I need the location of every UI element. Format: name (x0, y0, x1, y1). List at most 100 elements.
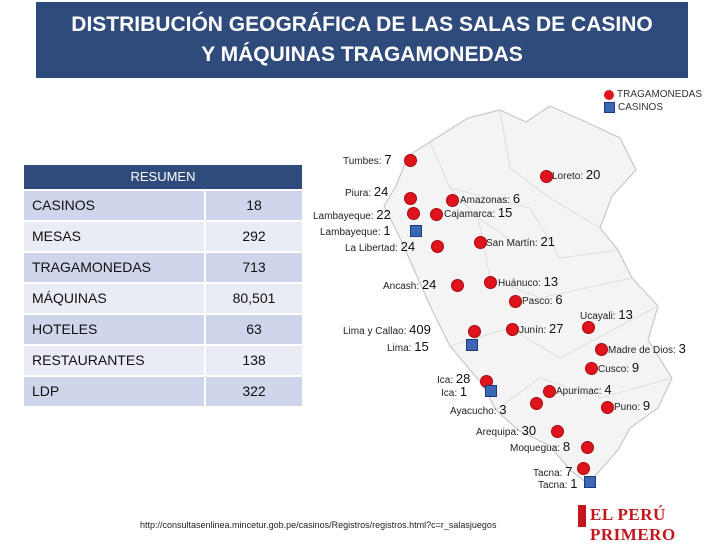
region-value: 1 (570, 476, 578, 491)
label-tumbes: Tumbes: 7 (343, 152, 392, 167)
region-name: Tacna: (538, 480, 568, 491)
marker-apurimac (543, 385, 556, 398)
region-value: 1 (459, 384, 468, 399)
label-huanuco: Huánuco: 13 (498, 274, 558, 289)
label-madrededios: Madre de Dios: 3 (608, 341, 686, 356)
summary-label: MESAS (24, 222, 204, 251)
logo-text: EL PERÚ PRIMERO (590, 505, 676, 544)
region-value: 20 (585, 167, 601, 182)
region-value: 409 (409, 322, 431, 337)
label-puno: Puno: 9 (614, 398, 650, 413)
label-lalibertad: La Libertad: 24 (345, 239, 415, 254)
marker-amazonas (446, 194, 459, 207)
region-value: 8 (562, 439, 571, 454)
source-url[interactable]: http://consultasenlinea.mincetur.gob.pe/… (140, 520, 497, 530)
marker-cusco (585, 362, 598, 375)
marker-loreto (540, 170, 553, 183)
region-value: 28 (455, 371, 471, 386)
label-loreto: Loreto: 20 (552, 167, 600, 182)
region-name: Lima y Callao: (343, 326, 407, 337)
region-value: 6 (512, 191, 521, 206)
label-amazonas: Amazonas: 6 (460, 191, 520, 206)
region-name: Lambayeque: (313, 211, 374, 222)
region-name: Apurímac: (556, 386, 602, 397)
region-name: Loreto: (552, 171, 584, 182)
summary-row: CASINOS 18 (24, 191, 302, 220)
marker-ancash (451, 279, 464, 292)
region-name: Ica: (441, 388, 458, 399)
summary-row: TRAGAMONEDAS 713 (24, 253, 302, 282)
marker-lalibertad (431, 240, 444, 253)
region-name: Cusco: (598, 364, 630, 375)
region-name: Cajamarca: (444, 209, 496, 220)
summary-row: RESTAURANTES 138 (24, 346, 302, 375)
region-value: 4 (604, 382, 612, 397)
marker-arequipa (551, 425, 564, 438)
summary-label: CASINOS (24, 191, 204, 220)
marker-tacna (577, 462, 590, 475)
label-ica-tragamonedas: Ica: 28 (437, 371, 470, 386)
marker-piura (404, 192, 417, 205)
region-value: 3 (678, 341, 686, 356)
region-value: 1 (383, 223, 391, 238)
region-name: Lambayeque: (320, 227, 381, 238)
region-value: 21 (540, 234, 555, 249)
marker-ayacucho (530, 397, 543, 410)
legend-label-tragamonedas: TRAGAMONEDAS (617, 89, 703, 100)
label-lambayeque-tragamonedas: Lambayeque: 22 (313, 207, 391, 222)
region-value: 24 (400, 239, 416, 254)
region-value: 6 (555, 292, 563, 307)
red-circle-icon (604, 89, 614, 100)
label-cajamarca: Cajamarca: 15 (444, 205, 512, 220)
title-line-2: Y MÁQUINAS TRAGAMONEDAS (201, 43, 523, 66)
label-apurimac: Apurímac: 4 (556, 382, 612, 397)
label-ica-casinos: Ica: 1 (441, 384, 467, 399)
region-name: Amazonas: (460, 195, 511, 206)
marker-pasco (509, 295, 522, 308)
region-name: Ica: (437, 375, 454, 386)
region-name: San Martín: (486, 238, 538, 249)
region-value: 7 (565, 464, 573, 479)
region-value: 27 (549, 321, 564, 336)
slide-title: DISTRIBUCIÓN GEOGRÁFICA DE LAS SALAS DE … (36, 2, 688, 78)
region-name: Puno: (614, 402, 641, 413)
region-value: 13 (543, 274, 559, 289)
region-name: Piura: (345, 188, 372, 199)
marker-tumbes (404, 154, 417, 167)
label-lima-callao: Lima y Callao: 409 (343, 322, 431, 337)
region-borders (429, 109, 673, 411)
logo: EL PERÚ PRIMERO (578, 502, 712, 544)
label-ucayali: Ucayali: 13 (580, 307, 633, 322)
region-name: Moquegua: (510, 443, 561, 454)
summary-value: 63 (206, 315, 302, 344)
marker-lima (468, 325, 481, 338)
label-ayacucho: Ayacucho: 3 (450, 402, 507, 417)
casino-marker-lambayeque (410, 225, 422, 237)
region-value: 9 (631, 360, 640, 375)
summary-label: RESTAURANTES (24, 346, 204, 375)
summary-header: RESUMEN (24, 165, 302, 189)
region-name: Huánuco: (498, 278, 541, 289)
marker-madrededios (595, 343, 608, 356)
region-name: La Libertad: (345, 243, 398, 254)
label-sanmartin: San Martín: 21 (486, 234, 555, 249)
region-value: 30 (521, 423, 537, 438)
region-value: 15 (414, 339, 429, 354)
label-arequipa: Arequipa: 30 (476, 423, 536, 438)
region-name: Ayacucho: (450, 406, 497, 417)
region-name: Pasco: (522, 296, 553, 307)
summary-label: TRAGAMONEDAS (24, 253, 204, 282)
label-lima-casinos: Lima: 15 (387, 339, 429, 354)
marker-cajamarca (430, 208, 443, 221)
legend-label-casinos: CASINOS (618, 102, 664, 113)
casino-marker-lima (466, 339, 478, 351)
region-name: Ucayali: (580, 311, 616, 322)
label-tacna-tragamonedas: Tacna: 7 (533, 464, 572, 479)
summary-table: RESUMEN CASINOS 18 MESAS 292 TRAGAMONEDA… (24, 165, 302, 406)
label-ancash: Ancash: 24 (383, 277, 436, 292)
marker-junin (506, 323, 519, 336)
region-name: Tacna: (533, 468, 563, 479)
casino-marker-ica (485, 385, 497, 397)
summary-label: HOTELES (24, 315, 204, 344)
marker-ucayali (582, 321, 595, 334)
